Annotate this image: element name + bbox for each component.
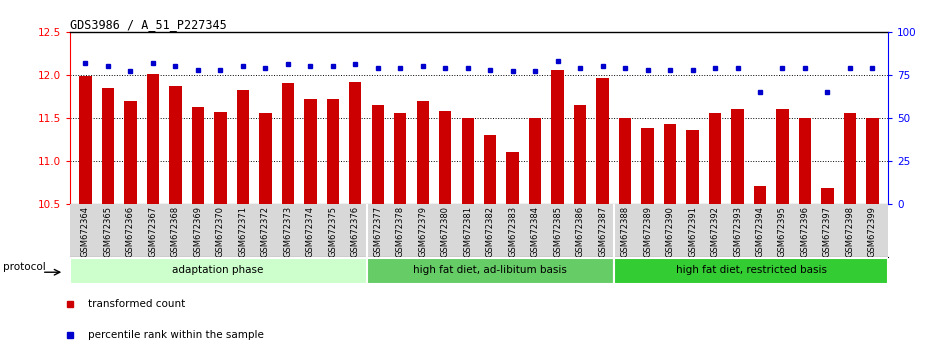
Text: GSM672395: GSM672395 [778,206,787,257]
Bar [147,74,159,204]
Text: high fat diet, ad-libitum basis: high fat diet, ad-libitum basis [413,265,567,275]
Text: GSM672389: GSM672389 [643,206,652,257]
Bar [686,130,698,204]
Bar [642,128,654,204]
Bar [304,99,316,204]
Text: GSM672394: GSM672394 [755,206,764,257]
Bar [169,86,181,204]
Bar [326,99,339,204]
Bar [394,113,406,204]
Text: GSM672399: GSM672399 [868,206,877,257]
Bar [372,105,384,204]
Bar [821,188,833,204]
Text: GSM672388: GSM672388 [620,206,630,257]
Text: GSM672372: GSM672372 [260,206,270,257]
Text: GSM672392: GSM672392 [711,206,720,257]
Bar [664,124,676,204]
Bar [484,135,497,204]
Bar [237,90,249,204]
Text: GSM672364: GSM672364 [81,206,90,257]
Text: GSM672383: GSM672383 [508,206,517,257]
Text: GSM672371: GSM672371 [238,206,247,257]
Text: GSM672366: GSM672366 [126,206,135,257]
Text: protocol: protocol [4,262,46,272]
Text: GSM672374: GSM672374 [306,206,315,257]
Bar [366,258,614,284]
Text: GSM672397: GSM672397 [823,206,832,257]
Text: GSM672384: GSM672384 [531,206,539,257]
Bar [614,258,888,284]
Text: GSM672375: GSM672375 [328,206,338,257]
Text: GSM672382: GSM672382 [485,206,495,257]
Text: GSM672386: GSM672386 [576,206,585,257]
Text: GSM672391: GSM672391 [688,206,698,257]
Text: GSM672378: GSM672378 [396,206,405,257]
Bar [101,88,114,204]
Text: GSM672376: GSM672376 [351,206,360,257]
Text: high fat diet, restricted basis: high fat diet, restricted basis [675,265,827,275]
Text: GSM672398: GSM672398 [845,206,855,257]
Bar [461,118,474,204]
Bar [866,118,879,204]
Text: GSM672390: GSM672390 [666,206,674,257]
Text: percentile rank within the sample: percentile rank within the sample [88,330,264,340]
Text: GSM672369: GSM672369 [193,206,203,257]
Bar [574,105,586,204]
Bar [844,113,857,204]
Bar [618,118,631,204]
Bar [70,258,366,284]
Text: GSM672396: GSM672396 [801,206,809,257]
Bar [731,109,744,204]
Bar [282,83,294,204]
Text: GSM672377: GSM672377 [373,206,382,257]
Bar [596,78,609,204]
Bar [259,113,272,204]
Text: GSM672380: GSM672380 [441,206,450,257]
Text: GDS3986 / A_51_P227345: GDS3986 / A_51_P227345 [70,18,227,31]
Text: GSM672379: GSM672379 [418,206,427,257]
Bar [349,82,362,204]
Bar [507,152,519,204]
Text: GSM672393: GSM672393 [733,206,742,257]
Bar [754,187,766,204]
Text: GSM672368: GSM672368 [171,206,179,257]
Text: GSM672373: GSM672373 [284,206,292,257]
Bar [709,113,721,204]
Text: adaptation phase: adaptation phase [172,265,264,275]
Bar [777,109,789,204]
Bar [417,101,429,204]
Text: GSM672370: GSM672370 [216,206,225,257]
Text: GSM672367: GSM672367 [149,206,157,257]
Bar [214,112,227,204]
Bar [799,118,811,204]
Text: GSM672365: GSM672365 [103,206,113,257]
Text: GSM672385: GSM672385 [553,206,562,257]
Bar [125,101,137,204]
Bar [439,111,451,204]
Text: GSM672387: GSM672387 [598,206,607,257]
Bar [79,76,92,204]
Bar [192,107,204,204]
Text: GSM672381: GSM672381 [463,206,472,257]
Bar [551,70,564,204]
Bar [529,118,541,204]
Text: transformed count: transformed count [88,299,186,309]
